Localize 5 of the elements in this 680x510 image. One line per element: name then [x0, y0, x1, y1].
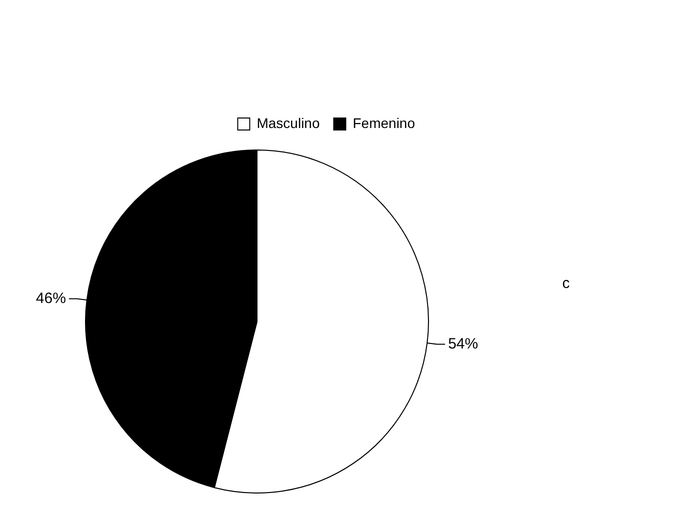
legend-label: Masculino: [256, 114, 320, 131]
data-label: 54%: [448, 335, 478, 352]
data-label: 46%: [36, 290, 66, 307]
text: c: [562, 275, 570, 292]
legend-label: Femenino: [352, 114, 416, 131]
